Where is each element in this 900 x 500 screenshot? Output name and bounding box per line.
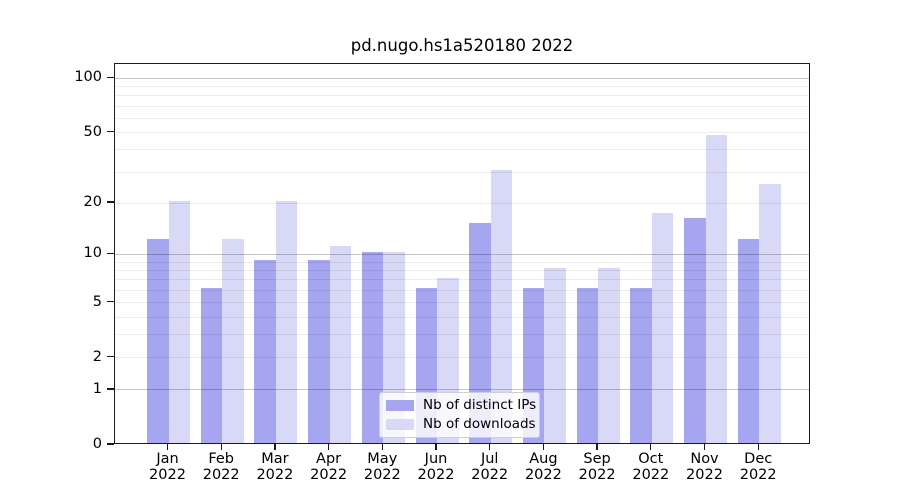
bar-distinct-ips-jan bbox=[147, 239, 169, 443]
x-tick-label-aug: Aug 2022 bbox=[524, 451, 562, 483]
bar-downloads-dec bbox=[759, 184, 781, 443]
x-tick-label-oct: Oct 2022 bbox=[632, 451, 670, 483]
y-tick-100 bbox=[107, 76, 114, 78]
gridline-60 bbox=[115, 117, 809, 119]
bar-downloads-aug bbox=[544, 268, 566, 443]
legend-swatch-downloads bbox=[386, 419, 414, 430]
x-tick-may bbox=[381, 444, 383, 450]
x-tick-aug bbox=[542, 444, 545, 450]
bar-distinct-ips-oct bbox=[630, 288, 652, 443]
bar-downloads-jan bbox=[168, 201, 190, 443]
x-tick-oct bbox=[650, 444, 652, 450]
bar-distinct-ips-mar bbox=[254, 260, 276, 443]
x-tick-sep bbox=[596, 444, 598, 450]
bar-downloads-sep bbox=[598, 268, 620, 443]
x-tick-jul bbox=[489, 444, 491, 450]
bar-distinct-ips-dec bbox=[737, 239, 760, 443]
x-tick-jun bbox=[435, 444, 437, 450]
gridline-50 bbox=[115, 132, 809, 133]
x-tick-label-nov: Nov 2022 bbox=[686, 451, 723, 483]
bar-downloads-mar bbox=[275, 201, 298, 443]
x-tick-feb bbox=[220, 444, 222, 450]
y-tick-label-10: 10 bbox=[83, 245, 102, 262]
gridline-90 bbox=[115, 85, 809, 87]
y-tick-50 bbox=[107, 130, 114, 133]
y-tick-label-1: 1 bbox=[92, 380, 102, 397]
gridline-80 bbox=[115, 95, 809, 97]
y-tick-1 bbox=[107, 388, 114, 390]
bar-distinct-ips-nov bbox=[684, 217, 706, 443]
x-tick-label-jan: Jan 2022 bbox=[149, 451, 186, 483]
x-tick-label-dec: Dec 2022 bbox=[739, 451, 777, 483]
y-tick-label-5: 5 bbox=[92, 293, 102, 310]
y-tick-10 bbox=[107, 252, 114, 255]
x-tick-label-apr: Apr 2022 bbox=[310, 451, 348, 483]
legend-label-downloads: Nb of downloads bbox=[423, 416, 536, 432]
gridline-70 bbox=[115, 105, 809, 107]
x-tick-label-jun: Jun 2022 bbox=[417, 451, 455, 483]
y-tick-label-100: 100 bbox=[74, 69, 102, 86]
bar-distinct-ips-sep bbox=[576, 288, 599, 443]
x-tick-nov bbox=[703, 444, 706, 450]
chart-title: pd.nugo.hs1a520180 2022 bbox=[350, 36, 574, 55]
y-tick-5 bbox=[107, 300, 114, 303]
bar-distinct-ips-jul bbox=[469, 222, 491, 443]
y-tick-0 bbox=[107, 443, 114, 445]
bar-downloads-nov bbox=[705, 135, 727, 443]
legend-swatch-distinct-ips bbox=[386, 400, 414, 411]
legend-item-downloads: Nb of downloads bbox=[386, 416, 536, 432]
bar-downloads-apr bbox=[329, 245, 352, 443]
x-tick-label-mar: Mar 2022 bbox=[256, 451, 294, 483]
legend-item-distinct-ips: Nb of distinct IPs bbox=[386, 397, 537, 413]
x-tick-label-jul: Jul 2022 bbox=[471, 451, 509, 483]
bar-distinct-ips-may bbox=[361, 252, 384, 443]
gridline-major-100 bbox=[115, 77, 809, 79]
bar-downloads-oct bbox=[651, 213, 674, 443]
bar-distinct-ips-feb bbox=[200, 288, 223, 443]
y-tick-label-20: 20 bbox=[83, 194, 102, 211]
x-tick-label-sep: Sep 2022 bbox=[578, 451, 616, 483]
bar-downloads-feb bbox=[222, 239, 244, 443]
y-tick-label-0: 0 bbox=[92, 436, 102, 452]
bar-downloads-jul bbox=[490, 170, 513, 443]
plot-area bbox=[114, 63, 810, 444]
x-tick-jan bbox=[166, 444, 169, 450]
bar-distinct-ips-apr bbox=[308, 260, 330, 443]
y-tick-label-2: 2 bbox=[92, 348, 102, 365]
y-tick-2 bbox=[107, 355, 114, 358]
y-tick-20 bbox=[107, 201, 114, 203]
x-tick-label-feb: Feb 2022 bbox=[202, 451, 240, 483]
legend-label-distinct-ips: Nb of distinct IPs bbox=[423, 397, 537, 413]
x-tick-mar bbox=[274, 444, 276, 450]
legend: Nb of distinct IPs Nb of downloads bbox=[379, 392, 540, 438]
y-tick-label-50: 50 bbox=[83, 123, 102, 140]
x-tick-dec bbox=[757, 444, 759, 450]
x-tick-label-may: May 2022 bbox=[363, 451, 401, 483]
x-tick-apr bbox=[327, 444, 330, 450]
